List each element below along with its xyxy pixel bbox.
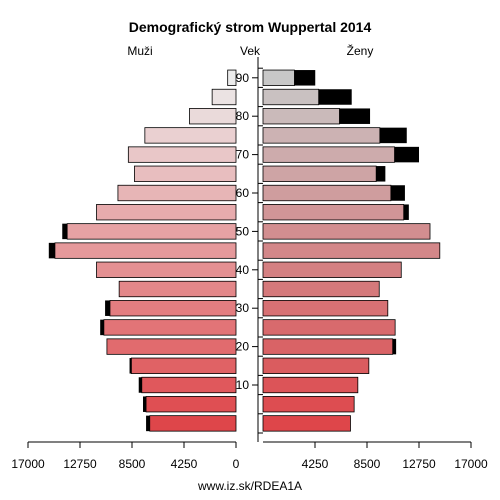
male-bar-25-29: [103, 319, 237, 336]
female-bar-5-9: [262, 396, 355, 413]
x-tick-label-0: 17000: [11, 457, 45, 471]
female-bar-10-14: [262, 376, 359, 394]
female-bar-15-19: [262, 357, 370, 374]
female-surplus-20-24: [392, 338, 397, 355]
male-surplus-15-19: [129, 358, 132, 374]
female-surplus-55-59: [403, 204, 409, 220]
female-bar-30-34: [262, 300, 389, 317]
female-bar-70-74: [262, 146, 395, 163]
age-tick-label-50: 50: [236, 224, 250, 238]
male-bar-20-24: [106, 338, 237, 355]
age-tick-label-30: 30: [236, 301, 250, 315]
female-bar-65-69: [262, 165, 377, 182]
female-surplus-70-74: [394, 146, 419, 163]
female-bar-35-39: [262, 280, 380, 298]
x-tick-label-5: 4250: [302, 457, 329, 471]
age-label: Vek: [240, 44, 261, 58]
female-bar-75-79: [262, 127, 381, 144]
age-tick-label-40: 40: [236, 263, 250, 277]
male-bar-60-64: [117, 184, 237, 202]
age-tick-label-70: 70: [236, 148, 250, 162]
x-tick-label-7: 12750: [402, 457, 436, 471]
male-bar-35-39: [118, 280, 237, 298]
age-tick-label-20: 20: [236, 340, 250, 354]
male-bar-75-79: [144, 127, 237, 144]
age-tick-label-10: 10: [236, 378, 250, 392]
male-bar-65-69: [134, 165, 237, 182]
male-bar-10-14: [141, 376, 237, 394]
male-bar-0-4: [149, 415, 237, 432]
female-surplus-80-84: [339, 108, 371, 124]
female-surplus-90+: [294, 70, 316, 86]
male-bar-85-89: [211, 88, 237, 106]
x-tick-label-4: 0: [233, 457, 240, 471]
x-tick-label-8: 17000: [454, 457, 488, 471]
female-bar-55-59: [262, 204, 405, 221]
x-tick-label-3: 4250: [171, 457, 198, 471]
female-label: Ženy: [347, 43, 374, 58]
female-surplus-75-79: [379, 127, 407, 144]
male-surplus-30-34: [105, 300, 110, 316]
female-bar-80-84: [262, 108, 340, 125]
male-surplus-10-14: [138, 377, 142, 393]
female-bar-0-4: [262, 415, 351, 432]
male-bar-30-34: [109, 300, 237, 317]
male-bar-90+: [227, 69, 237, 86]
male-label: Muži: [127, 44, 152, 58]
male-surplus-0-4: [146, 415, 150, 432]
male-bar-55-59: [96, 204, 237, 221]
x-tick-label-2: 8500: [119, 457, 146, 471]
male-bar-80-84: [189, 108, 237, 125]
female-bar-85-89: [262, 88, 320, 106]
male-bar-50-54: [66, 223, 237, 240]
male-surplus-50-54: [62, 223, 68, 240]
female-bar-25-29: [262, 319, 396, 336]
female-surplus-85-89: [318, 89, 352, 105]
female-bar-45-49: [262, 242, 441, 259]
male-surplus-45-49: [48, 242, 55, 259]
footer-source: www.iz.sk/RDEA1A: [197, 479, 302, 493]
bars-group: [48, 69, 441, 432]
female-surplus-65-69: [376, 166, 386, 182]
female-surplus-60-64: [390, 185, 405, 201]
male-bar-40-44: [96, 261, 237, 278]
age-tick-label-80: 80: [236, 109, 250, 123]
female-bar-20-24: [262, 338, 394, 355]
male-bar-70-74: [127, 146, 237, 163]
female-bar-60-64: [262, 184, 392, 202]
x-tick-label-6: 8500: [354, 457, 381, 471]
x-tick-label-1: 12750: [63, 457, 97, 471]
male-bar-15-19: [130, 357, 237, 374]
male-surplus-5-9: [143, 396, 147, 412]
axis-ticks-group: 10 20 30 40 50 60 70 80 90 17000 12750 8500 4250 0 425…: [11, 67, 488, 471]
male-surplus-25-29: [100, 319, 104, 336]
age-tick-label-60: 60: [236, 186, 250, 200]
chart-title: Demografický strom Wuppertal 2014: [129, 19, 372, 35]
age-tick-label-90: 90: [236, 71, 250, 85]
female-bar-90+: [262, 69, 295, 86]
female-bar-50-54: [262, 223, 431, 240]
female-bar-40-44: [262, 261, 402, 278]
male-bar-45-49: [54, 242, 237, 259]
male-bar-5-9: [145, 396, 237, 413]
